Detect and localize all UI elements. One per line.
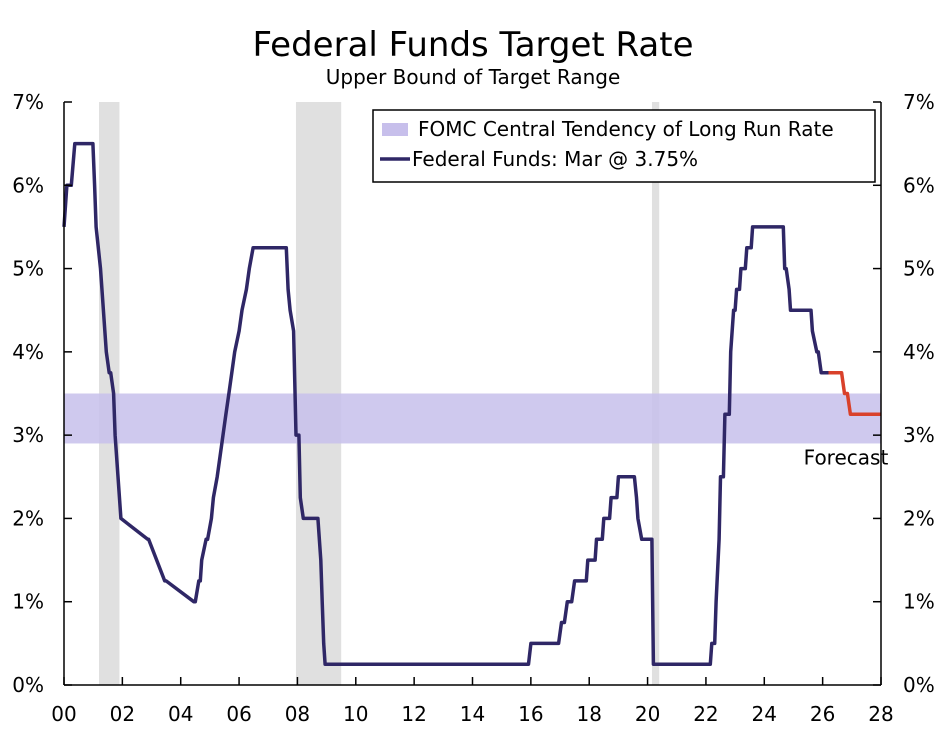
y-tick-label-right: 4%	[903, 340, 935, 364]
y-tick-label-right: 7%	[903, 90, 935, 114]
x-tick-label: 04	[168, 702, 193, 726]
x-tick-label: 26	[810, 702, 835, 726]
y-tick-label-left: 4%	[12, 340, 44, 364]
y-tick-label-right: 1%	[903, 590, 935, 614]
x-tick-label: 06	[226, 702, 251, 726]
y-tick-label-right: 5%	[903, 257, 935, 281]
chart-subtitle: Upper Bound of Target Range	[326, 65, 621, 89]
chart-title: Federal Funds Target Rate	[252, 25, 693, 65]
y-tick-label-left: 0%	[12, 673, 44, 697]
legend-box	[372, 109, 876, 183]
legend-band-swatch	[382, 123, 408, 136]
y-tick-label-left: 5%	[12, 257, 44, 281]
legend: FOMC Central Tendency of Long Run Rate F…	[372, 109, 876, 183]
x-tick-label: 24	[752, 702, 777, 726]
federal-funds-line	[62, 141, 829, 666]
long-run-band-rect	[64, 393, 881, 444]
x-tick-label: 28	[868, 702, 893, 726]
x-tick-label: 22	[693, 702, 718, 726]
axes: 0% 0% 1% 1% 2% 2% 3% 3% 4% 4% 5% 5% 6% 6% 7% 7% 00 02 04 06…	[12, 90, 934, 726]
long-run-rate-band	[64, 393, 881, 444]
y-tick-label-left: 7%	[12, 90, 44, 114]
x-tick-label: 10	[343, 702, 368, 726]
y-tick-label-left: 3%	[12, 423, 44, 447]
y-tick-label-left: 2%	[12, 506, 44, 530]
x-tick-label: 14	[460, 702, 485, 726]
x-tick-label: 18	[576, 702, 601, 726]
x-tick-label: 12	[401, 702, 426, 726]
x-tick-label: 16	[518, 702, 543, 726]
x-tick-label: 02	[110, 702, 135, 726]
y-tick-label-left: 6%	[12, 173, 44, 197]
y-tick-label-right: 3%	[903, 423, 935, 447]
x-tick-label: 08	[285, 702, 310, 726]
x-tick-label: 00	[51, 702, 76, 726]
x-tick-label: 20	[635, 702, 660, 726]
y-tick-label-right: 0%	[903, 673, 935, 697]
y-tick-label-right: 6%	[903, 173, 935, 197]
legend-band-label: FOMC Central Tendency of Long Run Rate	[418, 117, 834, 141]
forecast-annotation: Forecast	[804, 445, 889, 469]
forecast-line	[828, 370, 881, 417]
y-tick-label-left: 1%	[12, 590, 44, 614]
y-tick-label-right: 2%	[903, 506, 935, 530]
legend-line-label: Federal Funds: Mar @ 3.75%	[412, 147, 698, 171]
series-lines	[62, 141, 881, 666]
